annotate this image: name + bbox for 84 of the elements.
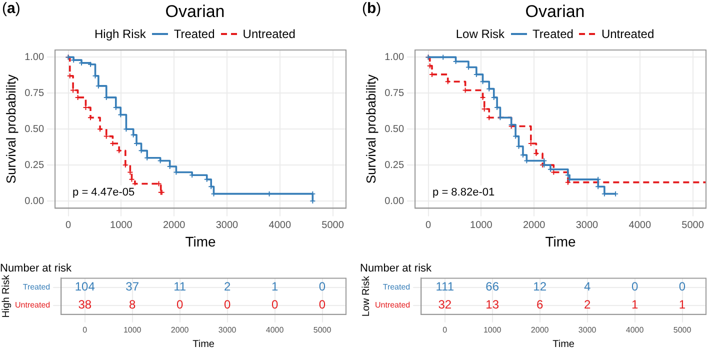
legend-label: Untreated	[601, 27, 654, 41]
x-tick-label: 3000	[578, 325, 597, 334]
chart-title: Ovarian	[165, 2, 225, 21]
data-label: 0	[318, 280, 326, 294]
y-tick-label: 0.50	[24, 124, 44, 135]
chart-title: Ovarian	[525, 2, 585, 21]
y-tick-label: 0.75	[24, 88, 44, 99]
annotation: p = 4.47e-05	[72, 186, 135, 198]
data-label: 66	[486, 280, 500, 294]
data-label: 0	[678, 280, 686, 294]
x-tick-label: 3000	[218, 325, 237, 334]
data-label: 0	[318, 298, 326, 312]
y-tick-label: Untreated	[374, 300, 410, 310]
data-label: 12	[533, 280, 547, 294]
x-tick-label: 3000	[216, 220, 239, 231]
x-tick-label: 1000	[123, 325, 142, 334]
y-tick-label: 1.00	[384, 52, 404, 63]
x-axis-title: Time	[192, 338, 215, 350]
x-tick-label: 2000	[530, 325, 550, 334]
legend-label: Untreated	[242, 27, 296, 41]
data-label: 11	[174, 280, 186, 294]
legend-title: Low Risk	[456, 27, 505, 41]
data-label: 8	[129, 298, 136, 312]
y-axis-title: Survival probability	[363, 74, 378, 184]
data-label: 2	[224, 280, 231, 294]
text: (b)	[362, 0, 382, 17]
x-tick-label: 4000	[626, 325, 644, 334]
x-tick-label: 4000	[628, 220, 652, 231]
x-tick-label: 2000	[170, 325, 190, 334]
data-label: 1	[678, 298, 686, 312]
y-tick-label: 1.00	[24, 52, 44, 63]
legend-title: High Risk	[94, 27, 146, 41]
annotation: p = 8.82e-01	[432, 186, 495, 198]
x-tick-label: 5000	[313, 325, 332, 334]
data-label: 0	[224, 298, 231, 312]
x-tick-label: 5000	[682, 220, 704, 231]
x-tick-label: 4000	[268, 220, 292, 231]
data-label: 104	[74, 280, 96, 294]
data-label: 0	[176, 298, 184, 312]
text: (a)	[2, 0, 20, 17]
x-tick-label: 0	[66, 220, 72, 231]
y-tick-label: 0.25	[384, 160, 404, 171]
x-tick-label: 5000	[673, 325, 692, 334]
x-tick-label: 5000	[322, 220, 344, 231]
x-tick-label: 1000	[110, 220, 133, 231]
data-label: 0	[271, 298, 278, 312]
x-tick-label: 0	[442, 325, 448, 334]
data-label: 1	[631, 298, 638, 312]
x-axis-title: Time	[545, 233, 576, 250]
y-tick-label: 0.50	[384, 124, 404, 135]
x-tick-label: 1000	[483, 325, 502, 334]
data-label: 37	[126, 280, 140, 294]
x-tick-label: 3000	[576, 220, 599, 231]
data-label: 2	[584, 298, 591, 312]
chart-title: Number at risk	[360, 262, 432, 275]
y-tick-label: Treated	[382, 282, 410, 292]
y-axis-title: High Risk	[0, 274, 12, 318]
x-tick-label: 4000	[266, 325, 284, 334]
data-label: 0	[631, 280, 638, 294]
y-tick-label: 0.25	[24, 160, 44, 171]
y-tick-label: Untreated	[14, 300, 50, 310]
legend-label: Treated	[174, 27, 215, 41]
x-tick-label: 0	[82, 325, 88, 334]
legend-label: Treated	[532, 27, 574, 41]
y-axis-title: Low Risk	[360, 275, 372, 317]
data-label: 111	[436, 280, 454, 294]
x-axis-title: Time	[185, 233, 216, 250]
y-tick-label: Treated	[22, 282, 50, 292]
data-label: 6	[536, 298, 544, 312]
data-label: 38	[78, 298, 92, 312]
data-label: 1	[271, 280, 278, 294]
y-tick-label: 0.75	[384, 88, 404, 99]
x-tick-label: 2000	[522, 220, 546, 231]
y-tick-label: 0.00	[384, 196, 404, 207]
data-label: 32	[438, 298, 452, 312]
data-label: 13	[486, 298, 500, 312]
x-tick-label: 1000	[470, 220, 493, 231]
y-axis-title: Survival probability	[3, 74, 18, 184]
x-tick-label: 0	[426, 220, 432, 231]
y-tick-label: 0.00	[24, 196, 44, 207]
x-axis-title: Time	[552, 338, 575, 350]
data-label: 4	[584, 280, 591, 294]
x-tick-label: 2000	[162, 220, 186, 231]
chart-title: Number at risk	[0, 262, 72, 275]
